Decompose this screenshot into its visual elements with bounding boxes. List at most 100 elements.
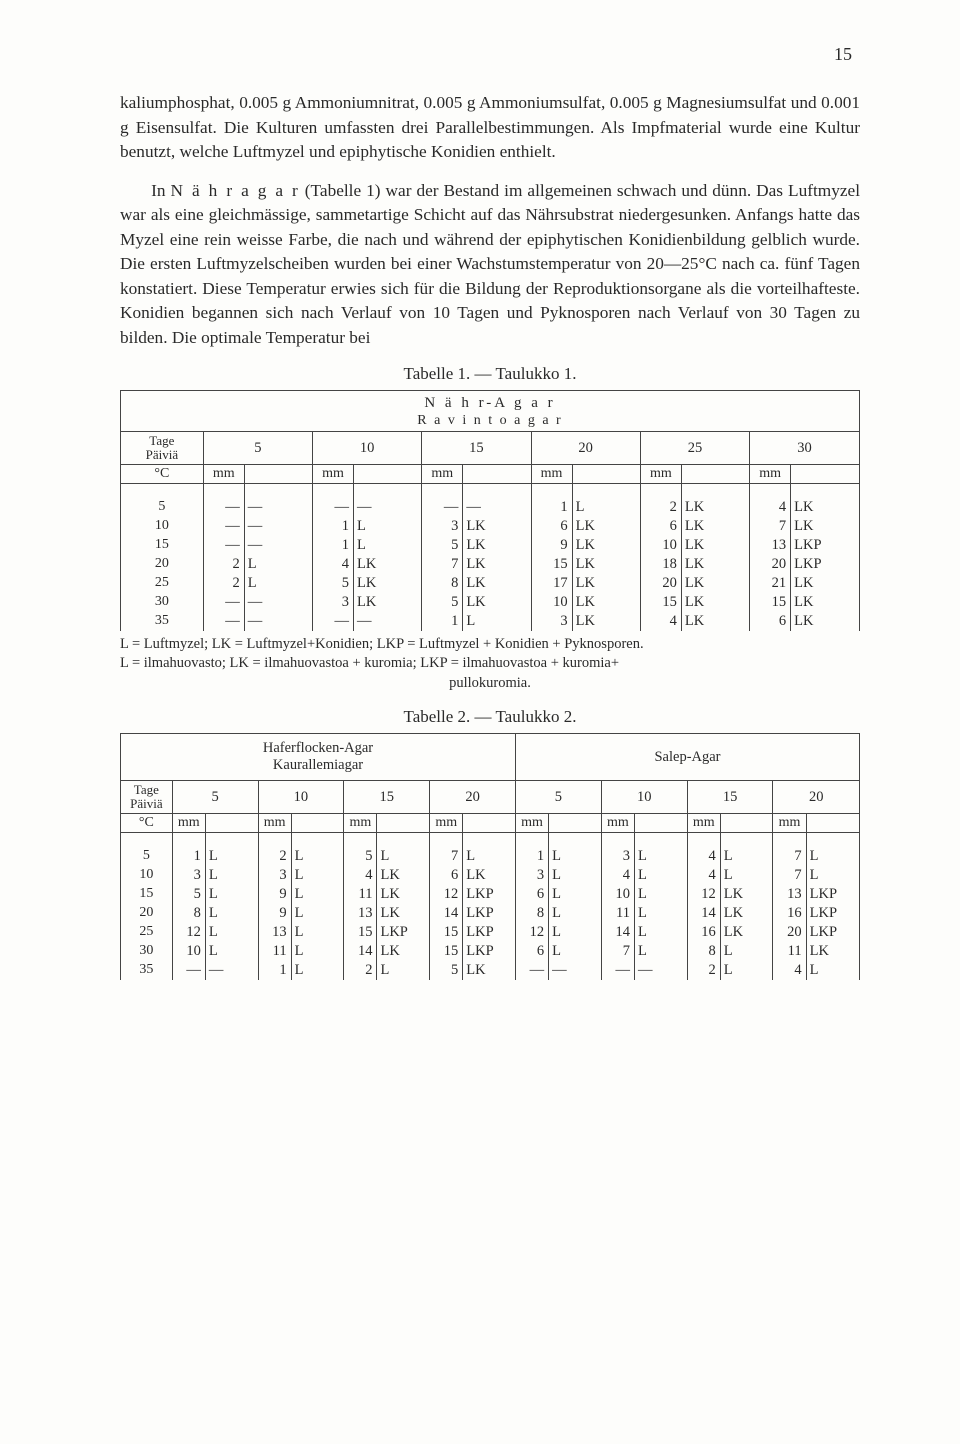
t2-code: L xyxy=(549,885,602,904)
t2-code: LK xyxy=(377,885,430,904)
table-row: 35————1L3LK4LK6LK xyxy=(121,612,859,631)
t2-mm-3: mm xyxy=(430,813,463,832)
t2-code: LKP xyxy=(806,904,859,923)
para-text-1: kaliumphosphat, 0.005 g Ammoniumnitrat, … xyxy=(120,93,860,161)
t2-code: LK xyxy=(463,866,516,885)
t1-day: 20 xyxy=(121,555,203,574)
t1-fn1: L = Luftmyzel; LK = Luftmyzel+Konidien; … xyxy=(120,636,644,652)
t2-val: 7 xyxy=(773,847,806,866)
table-row: 208L9L13LK14LKP8L11L14LK16LKP xyxy=(121,904,859,923)
t2-code: L xyxy=(205,885,258,904)
t1-val: — xyxy=(203,517,244,536)
t1-day: 25 xyxy=(121,574,203,593)
t2-mm-1: mm xyxy=(258,813,291,832)
t1-mm-1: mm xyxy=(312,464,353,483)
t1-code: LK xyxy=(791,517,859,536)
t2-code: L xyxy=(806,866,859,885)
t2-code: LK xyxy=(377,866,430,885)
t2-code: L xyxy=(720,847,773,866)
t1-val: 17 xyxy=(531,574,572,593)
t1-code: LK xyxy=(463,555,531,574)
t2-code: L xyxy=(205,942,258,961)
t2-val: 14 xyxy=(344,942,377,961)
t1-val: 2 xyxy=(203,574,244,593)
t1-t-3: 20 xyxy=(531,432,640,464)
t2-code: L xyxy=(720,961,773,980)
t1-val: 5 xyxy=(422,536,463,555)
t1-val: 2 xyxy=(203,555,244,574)
t2-val: 11 xyxy=(344,885,377,904)
t1-val: 6 xyxy=(640,517,681,536)
t1-code: LK xyxy=(463,517,531,536)
t1-val: 20 xyxy=(750,555,791,574)
t2-code: L xyxy=(205,847,258,866)
t2-code: L xyxy=(377,847,430,866)
t1-code: LK xyxy=(681,536,749,555)
t2-code: LKP xyxy=(463,885,516,904)
t2-day: 15 xyxy=(121,885,172,904)
t2-val: 13 xyxy=(344,904,377,923)
t1-val: 4 xyxy=(640,612,681,631)
t1-code: L xyxy=(572,498,640,517)
t1-code: LK xyxy=(681,498,749,517)
t2-val: 10 xyxy=(601,885,634,904)
t1-val: 15 xyxy=(750,593,791,612)
t2-val: 4 xyxy=(601,866,634,885)
t1-t-1: 10 xyxy=(312,432,421,464)
t1-day: 30 xyxy=(121,593,203,612)
t2-code: L xyxy=(549,847,602,866)
t2-val: 14 xyxy=(430,904,463,923)
t2-code: L xyxy=(720,866,773,885)
t1-code: L xyxy=(244,574,312,593)
t1-code: LK xyxy=(791,574,859,593)
t1-degc: °C xyxy=(121,464,203,483)
table-row: 5——————1L2LK4LK xyxy=(121,498,859,517)
t2-val: — xyxy=(172,961,205,980)
table-row: 10——1L3LK6LK6LK7LK xyxy=(121,517,859,536)
t1-fn3: pullokuromia. xyxy=(120,674,860,694)
t2-code: LKP xyxy=(806,885,859,904)
t2-val: 6 xyxy=(516,942,549,961)
t1-code: LK xyxy=(463,593,531,612)
table2-spanhead: Haferflocken-Agar Kaurallemiagar Salep-A… xyxy=(121,734,859,781)
t1-rowhdr: Tage Päiviä xyxy=(121,432,203,464)
table-row: 155L9L11LK12LKP6L10L12LK13LKP xyxy=(121,885,859,904)
t1-mm-5: mm xyxy=(750,464,791,483)
t1-code: LK xyxy=(572,555,640,574)
t1-val: — xyxy=(203,612,244,631)
t1-t-0: 5 xyxy=(203,432,312,464)
t2-code: L xyxy=(634,885,687,904)
t1-mm-0: mm xyxy=(203,464,244,483)
t2-val: 15 xyxy=(430,942,463,961)
t1-cap1: N ä h r-A g a r xyxy=(424,395,555,411)
t2-code: LKP xyxy=(806,923,859,942)
t1-val: 4 xyxy=(750,498,791,517)
t1-val: — xyxy=(203,536,244,555)
t2-val: 2 xyxy=(344,961,377,980)
t2-rh-2: Päiviä xyxy=(130,796,163,811)
t2-val: 7 xyxy=(601,942,634,961)
t2-code: L xyxy=(291,942,344,961)
t1-code: LK xyxy=(681,517,749,536)
t2-code: LK xyxy=(463,961,516,980)
t1-code: LK xyxy=(354,555,422,574)
t2-mm-2: mm xyxy=(344,813,377,832)
t2-t-2: 15 xyxy=(344,781,430,813)
t2-capL2: Kaurallemiagar xyxy=(273,757,363,773)
t1-code: LK xyxy=(572,593,640,612)
t2-val: — xyxy=(516,961,549,980)
t1-code: LK xyxy=(791,498,859,517)
t1-code: LK xyxy=(681,593,749,612)
para2a: In xyxy=(151,181,170,200)
t2-t-1: 10 xyxy=(258,781,344,813)
table1-wrap: N ä h r-A g a r R a v i n t o a g a r Ta… xyxy=(120,390,860,630)
t2-val: 12 xyxy=(687,885,720,904)
t1-code: — xyxy=(244,498,312,517)
t2-code: L xyxy=(806,961,859,980)
t2-capR: Salep-Agar xyxy=(654,749,720,765)
t2-val: 5 xyxy=(172,885,205,904)
t1-val: 20 xyxy=(640,574,681,593)
t2-code: L xyxy=(463,847,516,866)
t1-val: — xyxy=(312,498,353,517)
t1-code: — xyxy=(354,498,422,517)
